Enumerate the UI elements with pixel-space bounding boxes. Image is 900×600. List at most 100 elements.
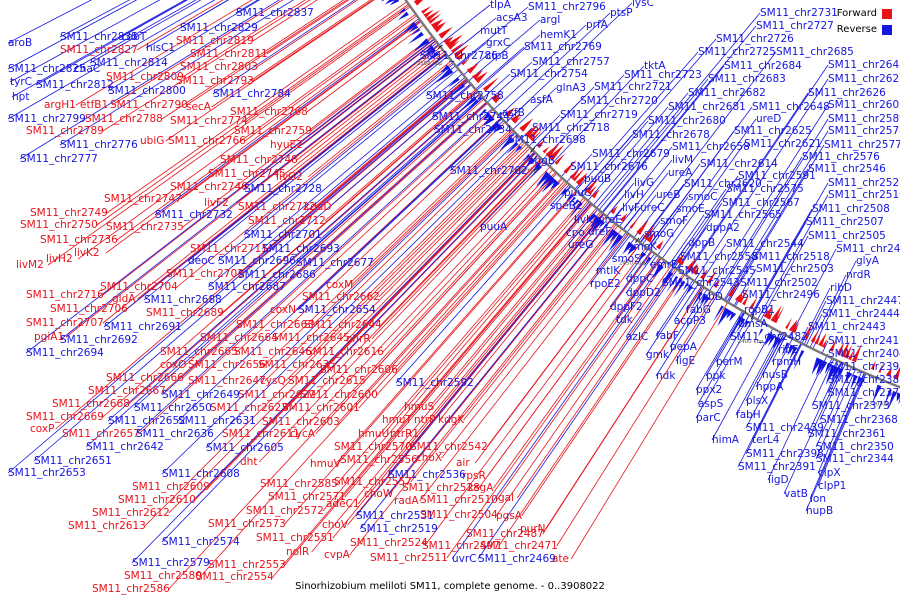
- gene-label[interactable]: SM11_chr2439: [746, 422, 824, 434]
- gene-label[interactable]: SM11_chr2784: [213, 88, 291, 100]
- gene-label[interactable]: rpoE2: [590, 278, 621, 290]
- gene-label[interactable]: SM11_chr2411: [828, 335, 900, 347]
- gene-label[interactable]: SM11_chr2726: [716, 33, 794, 45]
- gene-label[interactable]: SM11_chr2478: [836, 243, 900, 255]
- gene-label[interactable]: SM11_chr2579: [132, 557, 210, 569]
- gene-label[interactable]: ubiG: [140, 135, 164, 147]
- gene-label[interactable]: ndk: [656, 370, 676, 382]
- gene-label[interactable]: SM11_chr2444: [822, 308, 900, 320]
- gene-label[interactable]: SM11_chr2612: [92, 507, 170, 519]
- gene-label[interactable]: SM11_chr2368: [820, 414, 898, 426]
- gene-label[interactable]: SM11_chr2443: [808, 321, 886, 333]
- gene-label[interactable]: SM11_chr2585: [260, 478, 338, 490]
- gene-label[interactable]: lysC: [632, 0, 654, 9]
- gene-label[interactable]: ate: [552, 553, 569, 565]
- gene-label[interactable]: smoK: [628, 241, 658, 253]
- gene-label[interactable]: SM11_chr2621: [744, 138, 822, 150]
- gene-label[interactable]: adeC1: [326, 498, 360, 510]
- gene-label[interactable]: clpB: [486, 50, 509, 62]
- gene-label[interactable]: SM11_chr2759: [234, 125, 312, 137]
- gene-label[interactable]: SM11_chr2383: [828, 374, 900, 386]
- gene-label[interactable]: clpX: [818, 467, 841, 479]
- gene-label[interactable]: hppA: [756, 381, 784, 393]
- gene-label[interactable]: SM11_chr2712: [248, 215, 326, 227]
- gene-label[interactable]: SM11_chr2687: [208, 281, 286, 293]
- gene-label[interactable]: dppA2: [706, 222, 740, 234]
- gene-label[interactable]: SM11_chr2558: [680, 251, 758, 263]
- gene-label[interactable]: livG2: [276, 171, 303, 183]
- gene-label[interactable]: chaC: [74, 63, 100, 75]
- gene-label[interactable]: SM11_chr2774: [170, 115, 248, 127]
- gene-label[interactable]: SM11_chr2398: [746, 448, 824, 460]
- gene-label[interactable]: tktA: [644, 60, 666, 72]
- gene-label[interactable]: livK2: [74, 247, 100, 259]
- gene-label[interactable]: livG: [634, 177, 654, 189]
- gene-label[interactable]: cobT: [121, 31, 147, 43]
- gene-label[interactable]: hisC1: [146, 42, 175, 54]
- gene-label[interactable]: ureG: [568, 239, 593, 251]
- gene-label[interactable]: uvrC: [452, 553, 477, 565]
- gene-label[interactable]: SM11_chr2601: [282, 402, 360, 414]
- gene-label[interactable]: SM11_chr2510: [420, 494, 498, 506]
- gene-label[interactable]: SM11_chr2373: [812, 400, 890, 412]
- gene-label[interactable]: cycA: [290, 428, 316, 440]
- gene-label[interactable]: SM11_chr2666: [106, 372, 184, 384]
- gene-label[interactable]: SM11_chr2578: [828, 125, 900, 137]
- gene-label[interactable]: ppk: [706, 370, 726, 382]
- gene-label[interactable]: smoE: [676, 203, 705, 215]
- gene-label[interactable]: SM11_chr2574: [162, 536, 240, 548]
- gene-label[interactable]: SM11_chr2680: [648, 115, 726, 127]
- gene-label[interactable]: rpsR: [462, 470, 486, 482]
- gene-label[interactable]: radA: [394, 495, 419, 507]
- gene-label[interactable]: livH2: [46, 253, 73, 265]
- gene-label[interactable]: SM11_chr2663: [236, 319, 314, 331]
- gene-label[interactable]: SM11_chr2684: [724, 60, 802, 72]
- gene-label[interactable]: SM11_chr2679: [592, 148, 670, 160]
- gene-label[interactable]: asfB: [502, 107, 525, 119]
- gene-label[interactable]: SM11_chr2565: [704, 209, 782, 221]
- gene-label[interactable]: SM11_chr2613: [68, 520, 146, 532]
- gene-label[interactable]: cysQ: [260, 375, 286, 387]
- gene-label[interactable]: hupB: [806, 505, 833, 517]
- gene-label[interactable]: SM11_chr2528: [402, 482, 480, 494]
- gene-label[interactable]: SM11_chr2469: [478, 553, 556, 565]
- gene-label[interactable]: SM11_chr2711: [190, 243, 268, 255]
- gene-label[interactable]: dmsA: [738, 318, 768, 330]
- gene-label[interactable]: SM11_chr2645: [272, 332, 350, 344]
- gene-label[interactable]: SM11_chr2377: [828, 387, 900, 399]
- gene-label[interactable]: SM11_chr2704: [100, 281, 178, 293]
- gene-label[interactable]: prfA: [586, 19, 609, 31]
- gene-label[interactable]: SM11_chr2551: [256, 532, 334, 544]
- gene-label[interactable]: SM11_chr2732: [155, 209, 233, 221]
- gene-label[interactable]: SM11_chr2504: [420, 509, 498, 521]
- gene-label[interactable]: argI: [540, 14, 560, 26]
- gene-label[interactable]: SM11_chr2819: [176, 35, 254, 47]
- gene-label[interactable]: SM11_chr2702: [450, 165, 528, 177]
- gene-label[interactable]: SM11_chr2614: [700, 158, 778, 170]
- gene-label[interactable]: SM11_chr2718: [532, 122, 610, 134]
- gene-label[interactable]: SM11_chr2610: [118, 494, 196, 506]
- gene-label[interactable]: SM11_chr2508: [812, 203, 890, 215]
- gene-label[interactable]: SM11_chr2723: [624, 69, 702, 81]
- gene-label[interactable]: hmuT: [382, 414, 413, 426]
- gene-label[interactable]: SM11_chr2665: [160, 346, 238, 358]
- gene-label[interactable]: SM11_chr2545: [678, 265, 756, 277]
- gene-label[interactable]: SM11_chr2735: [106, 221, 184, 233]
- gene-label[interactable]: kduD: [304, 201, 332, 213]
- gene-label[interactable]: SM11_chr2716: [26, 289, 104, 301]
- gene-label[interactable]: SM11_chr2648: [752, 101, 830, 113]
- gene-label[interactable]: SM11_chr2605: [206, 442, 284, 454]
- gene-label[interactable]: dppD2: [626, 287, 661, 299]
- gene-label[interactable]: SM11_chr2482: [730, 331, 808, 343]
- gene-label[interactable]: SM11_chr2691: [104, 321, 182, 333]
- gene-label[interactable]: parC: [696, 412, 721, 424]
- gene-label[interactable]: SM11_chr2694: [26, 347, 104, 359]
- gene-label[interactable]: nolR: [286, 546, 309, 558]
- gene-label[interactable]: ureB: [656, 189, 680, 201]
- gene-label[interactable]: SM11_chr2727: [756, 20, 834, 32]
- gene-label[interactable]: SM11_chr2769: [524, 41, 602, 53]
- gene-label[interactable]: SM11_chr2757: [532, 56, 610, 68]
- gene-label[interactable]: air: [456, 457, 470, 469]
- gene-label[interactable]: SM11_chr2571: [268, 491, 346, 503]
- gene-label[interactable]: SM11_chr2825: [8, 63, 86, 75]
